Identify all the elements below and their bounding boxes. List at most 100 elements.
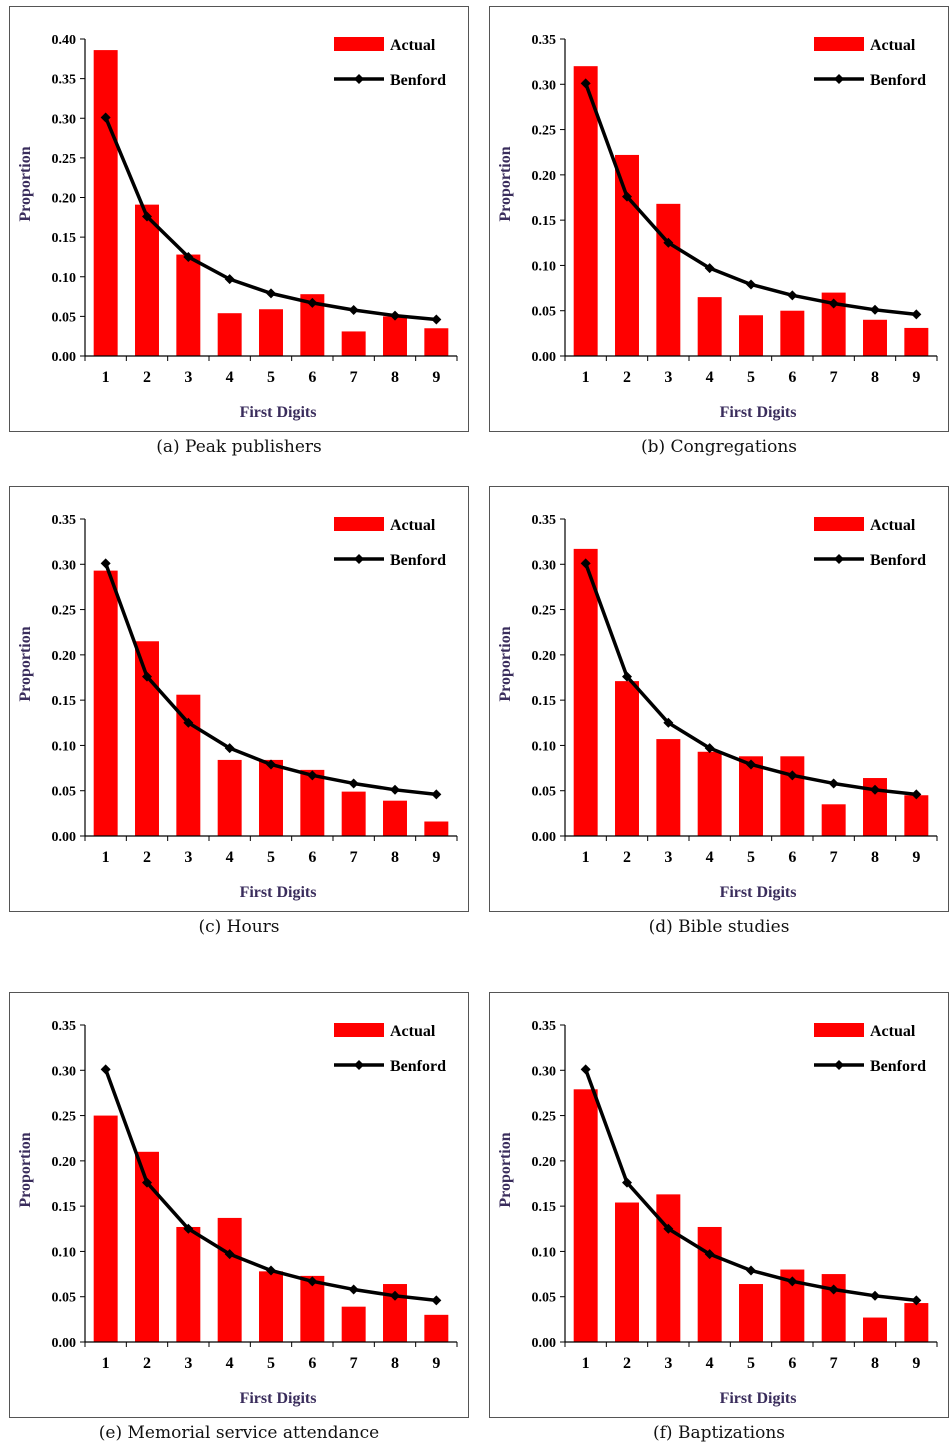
bar-actual (341, 1306, 366, 1342)
bar-actual (300, 769, 325, 836)
x-axis-title: First Digits (240, 1390, 317, 1407)
y-tick-label: 0.00 (532, 350, 557, 365)
x-tick-label: 2 (143, 369, 151, 386)
y-tick-label: 0.00 (532, 1336, 557, 1351)
x-tick-label: 7 (830, 849, 838, 866)
bar-actual (863, 1317, 887, 1342)
bar-actual (573, 66, 598, 356)
benford-point (307, 770, 318, 781)
x-tick-label: 9 (432, 849, 440, 866)
x-tick-label: 9 (432, 1355, 440, 1372)
y-tick-label: 0.20 (532, 1155, 557, 1170)
y-tick-label: 0.10 (532, 739, 557, 754)
x-tick-label: 8 (871, 369, 879, 386)
y-tick-label: 0.35 (532, 1019, 557, 1034)
bar-actual (615, 154, 639, 356)
benford-point (142, 671, 152, 682)
y-tick-label: 0.10 (532, 259, 557, 274)
bar-actual (383, 316, 407, 356)
x-tick-label: 4 (706, 369, 714, 386)
benford-point (580, 78, 591, 89)
x-tick-label: 1 (102, 369, 110, 386)
legend-swatch-actual (814, 37, 864, 51)
bar-actual (656, 1194, 681, 1342)
y-tick-label: 0.05 (52, 310, 77, 325)
x-tick-label: 5 (747, 1355, 755, 1372)
legend-swatch-actual (334, 37, 384, 51)
benford-point (663, 1223, 674, 1234)
bar-actual (573, 1089, 598, 1342)
chart-frame: 0.00 0.05 0.10 0.15 0.20 0.25 0.30 0.35 0.40 1 2 3 4… (9, 6, 469, 432)
x-axis-title: First Digits (720, 1390, 797, 1407)
bar-actual (904, 327, 929, 356)
x-tick-label: 8 (391, 849, 399, 866)
chart-frame: 0.00 0.05 0.10 0.15 0.20 0.25 0.30 0.35 1 2 3 4 5 6 7 8… (489, 6, 949, 432)
chart-caption: (d) Bible studies (648, 917, 790, 937)
y-tick-label: 0.35 (532, 33, 557, 48)
legend-marker-benford (834, 554, 844, 564)
x-tick-label: 3 (664, 369, 672, 386)
x-tick-label: 6 (308, 369, 316, 386)
x-tick-label: 5 (747, 849, 755, 866)
y-tick-label: 0.05 (532, 785, 557, 800)
benford-point (224, 274, 235, 285)
bar-actual (300, 294, 325, 356)
chart-frame: 0.00 0.05 0.10 0.15 0.20 0.25 0.30 0.35 1 2 3 4 5 6 7 8… (489, 992, 949, 1418)
x-tick-label: 6 (308, 849, 316, 866)
y-tick-label: 0.25 (52, 152, 77, 167)
legend-label-actual: Actual (390, 1023, 436, 1040)
chart-frame: 0.00 0.05 0.10 0.15 0.20 0.25 0.30 0.35 1 2 3 4 5 6 7 8… (489, 486, 949, 912)
benford-point (580, 1064, 591, 1075)
y-tick-label: 0.10 (52, 271, 77, 286)
benford-point (348, 1284, 359, 1295)
bar-actual (739, 756, 763, 836)
benford-point (183, 1223, 194, 1234)
legend-swatch-actual (334, 517, 384, 531)
bar-actual (615, 1202, 639, 1342)
y-tick-label: 0.20 (52, 649, 77, 664)
y-tick-label: 0.30 (532, 558, 557, 573)
legend-swatch-actual (814, 517, 864, 531)
benford-point (100, 112, 111, 123)
y-tick-label: 0.10 (52, 739, 77, 754)
benford-point (142, 211, 152, 222)
y-tick-label: 0.35 (52, 73, 77, 88)
bar-actual (259, 309, 283, 356)
y-tick-label: 0.25 (52, 1110, 77, 1125)
legend-label-benford: Benford (390, 552, 446, 569)
benford-point (266, 288, 276, 299)
x-tick-label: 3 (184, 849, 192, 866)
x-tick-label: 8 (871, 1355, 879, 1372)
benford-point (266, 1265, 276, 1276)
legend-label-actual: Actual (390, 517, 436, 534)
bar-actual (300, 1275, 325, 1342)
x-tick-label: 3 (664, 1355, 672, 1372)
benford-point (580, 558, 591, 569)
benford-point (183, 251, 194, 262)
bar-actual (176, 694, 201, 836)
x-tick-label: 8 (391, 1355, 399, 1372)
y-axis-title: Proportion (497, 1132, 514, 1207)
legend-marker-benford (834, 1060, 844, 1070)
y-tick-label: 0.00 (52, 350, 77, 365)
chart-panel-e: 0.00 0.05 0.10 0.15 0.20 0.25 0.30 0.35 1 2 3 4 5 6 7 8… (9, 992, 469, 1452)
benford-point (828, 298, 839, 309)
x-tick-label: 8 (391, 369, 399, 386)
y-tick-label: 0.30 (52, 1064, 77, 1079)
bar-actual (135, 641, 159, 836)
benford-point (787, 1276, 798, 1287)
bar-actual (656, 203, 681, 356)
benford-point (390, 310, 400, 321)
x-tick-label: 9 (432, 369, 440, 386)
benford-point (348, 778, 359, 789)
legend-label-benford: Benford (870, 1058, 926, 1075)
x-tick-label: 2 (623, 1355, 631, 1372)
chart-b: 0.00 0.05 0.10 0.15 0.20 0.25 0.30 0.35 1 2 3 4 5 6 7 8… (497, 33, 938, 421)
bar-actual (697, 297, 722, 356)
x-tick-label: 6 (788, 369, 796, 386)
chart-frame: 0.00 0.05 0.10 0.15 0.20 0.25 0.30 0.35 1 2 3 4 5 6 7 8… (9, 486, 469, 912)
x-tick-label: 3 (664, 849, 672, 866)
legend-label-actual: Actual (390, 37, 436, 54)
benford-point (704, 263, 715, 274)
benford-point (100, 558, 111, 569)
